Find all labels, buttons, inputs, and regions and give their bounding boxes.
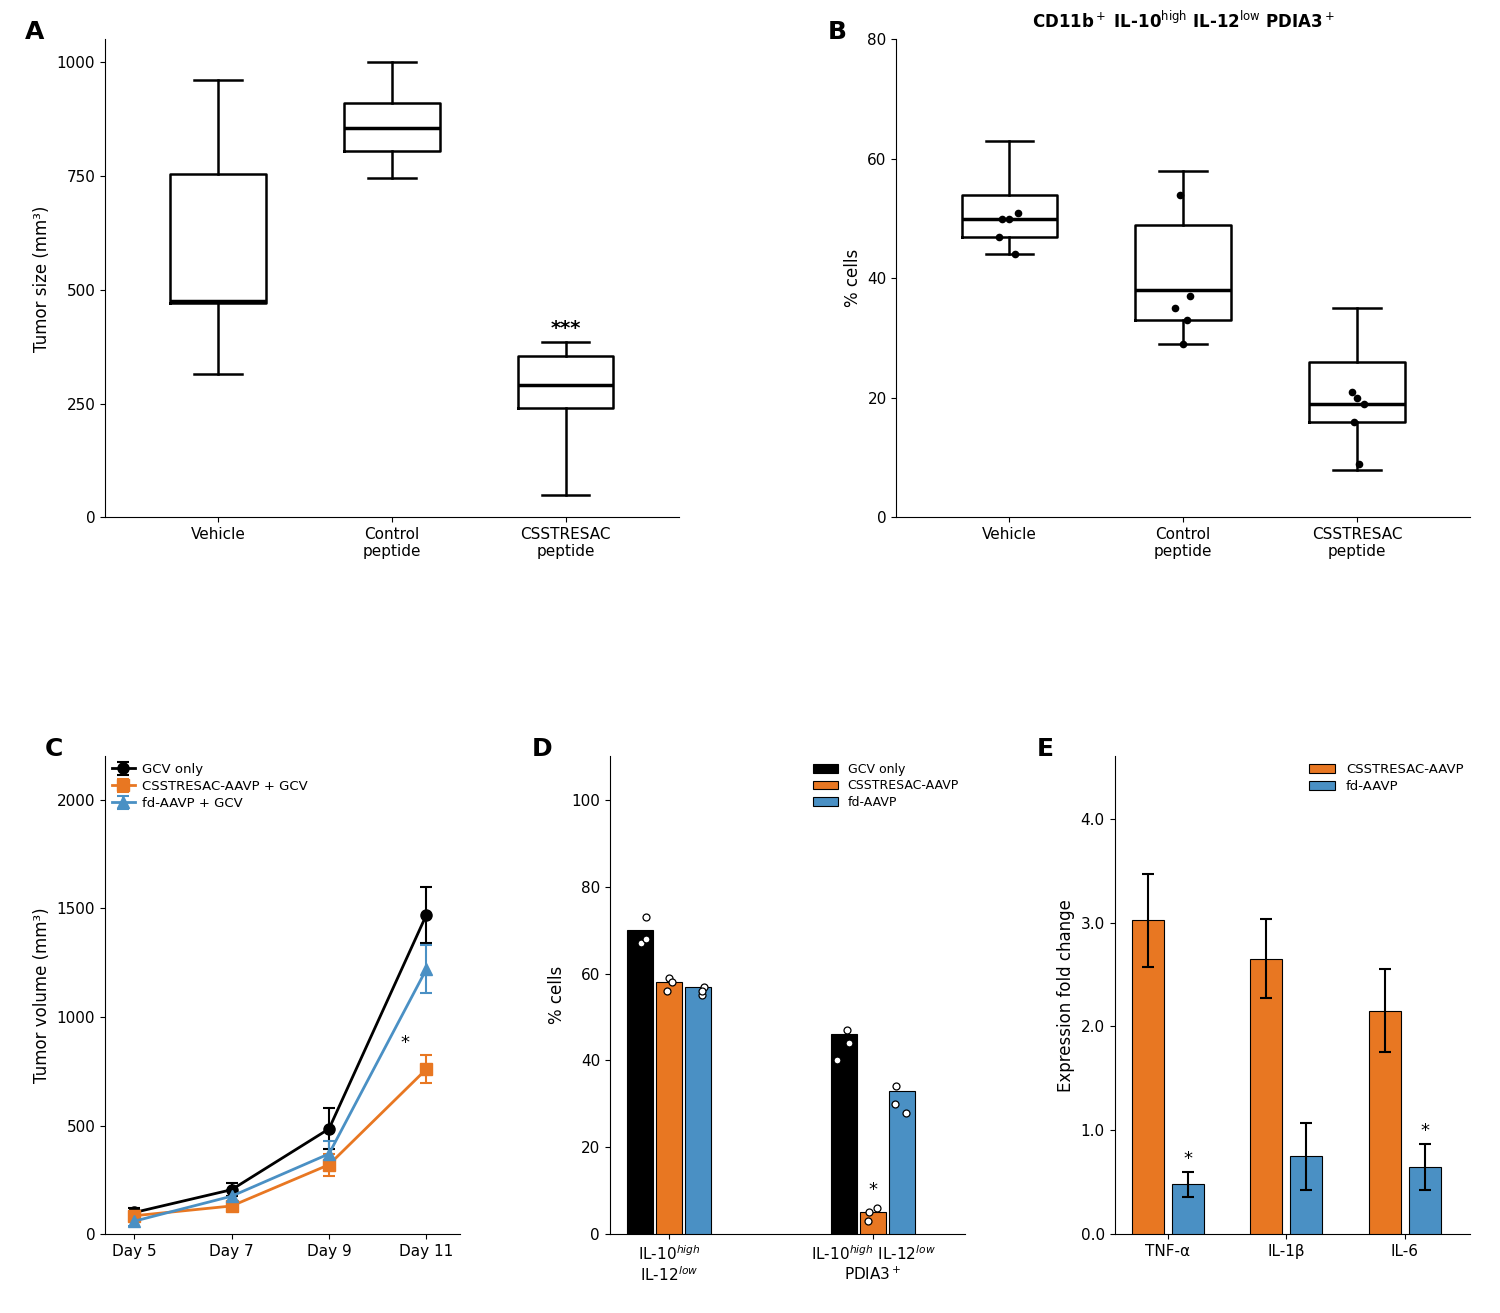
Bar: [831, 1035, 858, 1234]
Bar: [1250, 958, 1282, 1234]
Text: *: *: [1420, 1121, 1430, 1140]
Text: *: *: [400, 1033, 410, 1052]
Text: B: B: [828, 20, 846, 45]
Y-axis label: Expression fold change: Expression fold change: [1058, 899, 1076, 1091]
Legend: CSSTRESAC-AAVP, fd-AAVP: CSSTRESAC-AAVP, fd-AAVP: [1310, 763, 1464, 793]
Bar: [1131, 920, 1164, 1234]
Text: D: D: [531, 737, 552, 762]
Text: E: E: [1036, 737, 1053, 762]
Legend: GCV only, CSSTRESAC-AAVP + GCV, fd-AAVP + GCV: GCV only, CSSTRESAC-AAVP + GCV, fd-AAVP …: [111, 763, 308, 810]
Text: C: C: [45, 737, 63, 762]
Bar: [859, 1212, 886, 1234]
Bar: [888, 1091, 915, 1234]
Bar: [627, 930, 654, 1234]
Text: *: *: [868, 1182, 877, 1200]
Bar: [1368, 1011, 1401, 1234]
Text: A: A: [24, 20, 44, 45]
Bar: [1172, 1184, 1204, 1234]
Bar: [656, 982, 682, 1234]
Y-axis label: % cells: % cells: [844, 249, 862, 307]
Y-axis label: Tumor size (mm³): Tumor size (mm³): [33, 205, 51, 352]
Text: ***: ***: [550, 319, 580, 337]
Bar: [1408, 1167, 1442, 1234]
Title: CD11b$^+$ IL-10$^{\mathrm{high}}$ IL-12$^{\mathrm{low}}$ PDIA3$^+$: CD11b$^+$ IL-10$^{\mathrm{high}}$ IL-12$…: [1032, 11, 1335, 33]
Legend: GCV only, CSSTRESAC-AAVP, fd-AAVP: GCV only, CSSTRESAC-AAVP, fd-AAVP: [813, 763, 958, 809]
Y-axis label: Tumor volume (mm³): Tumor volume (mm³): [33, 907, 51, 1083]
Bar: [684, 986, 711, 1234]
Bar: [1290, 1157, 1323, 1234]
Text: *: *: [1184, 1150, 1192, 1167]
Y-axis label: % cells: % cells: [548, 966, 566, 1024]
